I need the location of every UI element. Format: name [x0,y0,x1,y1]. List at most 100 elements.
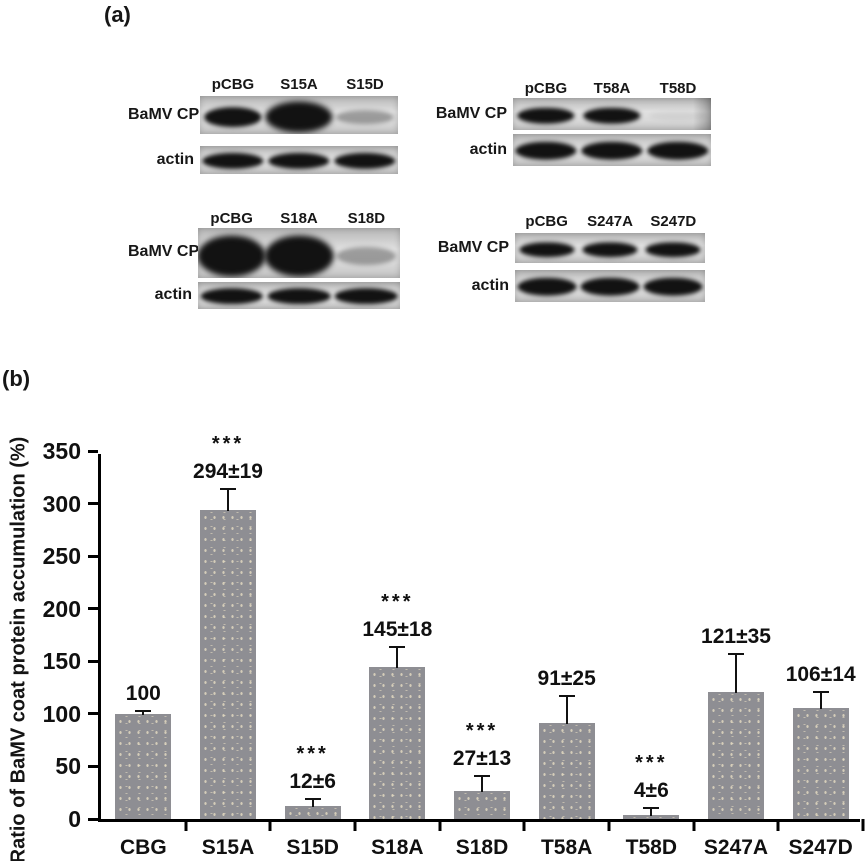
x-category-s15a: S15A [201,836,255,859]
y-axis-tick [88,449,98,453]
blot-band-s247a [580,277,640,296]
y-tick-label: 50 [55,753,81,780]
lane-label-t58d: T58D [659,80,697,97]
bar-cbg [115,713,172,819]
blot-strip-actin [200,146,398,174]
significance-t58d: *** [635,751,668,774]
blot-strip-bamv-cp [198,228,400,278]
error-cap-t58d [643,806,660,809]
error-bar-cbg [142,711,145,715]
value-label-s247d: 106±14 [785,662,856,686]
y-axis-tick [88,502,98,506]
blot-band-s18a [264,235,334,276]
blot-strip-bamv-cp [513,98,711,130]
lane-label-pcbg: pCBG [525,213,568,230]
error-bar-s15a [227,489,229,511]
value-label-t58a: 91±25 [537,667,596,691]
error-cap-s247d [812,690,829,693]
x-axis-tick [692,819,696,831]
y-tick-label: 200 [42,595,81,622]
x-category-s18a: S18A [371,836,424,859]
lane-labels: pCBG T58A T58D [513,80,711,98]
error-cap-s15d [304,798,321,801]
error-cap-s18a [389,645,406,648]
lane-label-s247a: S247A [587,213,633,230]
x-category-s18d: S18D [455,836,509,859]
x-axis-tick [607,819,611,831]
x-category-s15d: S15D [286,836,339,859]
bamv-cp-label: BaMV CP [128,243,200,260]
actin-label: actin [154,286,192,303]
blot-band-s18d [337,246,396,265]
y-tick-label: 150 [42,648,81,675]
blot-strip-bamv-cp [200,96,398,134]
x-axis-tick [522,819,526,831]
x-category-t58d: T58D [625,836,678,859]
x-category-s247a: S247A [703,836,769,859]
value-label-s15d: 12±6 [289,770,336,794]
lane-label-pcbg: pCBG [524,80,568,97]
blot-band-s18d [335,288,398,304]
blot-group-s18: pCBG S18A S18D BaMV CP actin [128,204,402,314]
y-axis-tick [88,712,98,716]
y-axis-tick [88,817,98,821]
blot-group-t58: pCBG T58A T58D BaMV CP actin [430,72,712,172]
x-category-cbg: CBG [119,836,167,859]
blot-group-s247: pCBG S247A S247D BaMV CP actin [432,206,706,306]
error-bar-t58d [650,808,653,816]
bar-s18d [454,790,510,819]
significance-s15d: *** [296,743,329,766]
y-axis-tick [88,659,98,663]
blot-group-s15: pCBG S15A S15D BaMV CP actin [128,70,400,180]
error-cap-s18d [474,774,490,777]
blot-band-s247d [645,241,701,258]
value-label-t58d: 4±6 [633,778,669,802]
lane-label-pcbg: pCBG [211,76,255,93]
bar-s15d [284,806,341,819]
significance-s18a: *** [381,590,414,613]
lane-label-s15d: S15D [346,76,384,93]
x-axis-tick [438,819,442,831]
actin-label: actin [469,141,507,158]
x-axis-tick [776,819,780,831]
lane-labels: pCBG S247A S247D [515,213,705,231]
blot-band-pcbg [204,107,262,127]
blot-band-t58a [581,141,643,160]
blot-band-pcbg [517,277,577,296]
bamv-cp-label: BaMV CP [128,106,200,123]
bar-t58a [538,723,595,819]
blot-band-s15d [336,110,394,124]
significance-s18d: *** [465,719,499,742]
lane-label-t58a: T58A [593,80,631,97]
y-tick-label: 350 [42,438,81,464]
error-bar-s247a [735,654,737,693]
blot-band-pcbg [200,288,263,304]
lane-label-s15a: S15A [280,76,318,93]
y-axis-tick [88,554,98,558]
blot-band-pcbg [202,152,264,169]
blot-band-pcbg [519,241,575,258]
y-axis-tick [88,607,98,611]
bar-t58d [623,814,680,819]
y-tick-label: 100 [42,700,81,727]
blot-strip-actin [198,282,400,309]
error-bar-s18d [481,776,483,792]
x-axis-tick [184,819,188,831]
bar-s247d [792,707,849,819]
value-label-s18a: 145±18 [362,617,433,641]
blot-strip-bamv-cp [515,233,705,263]
blot-band-s247d [643,277,703,296]
blot-band-s15d [334,152,396,169]
error-cap-cbg [135,709,152,712]
x-category-t58a: T58A [540,836,593,859]
value-label-s247a: 121±35 [701,624,771,648]
error-bar-s247d [819,692,822,709]
error-cap-s247a [728,652,744,655]
value-label-cbg: 100 [125,681,161,705]
bar-s18a [369,666,426,819]
blot-band-pcbg [198,235,266,276]
lane-labels: pCBG S18A S18D [198,210,400,228]
error-bar-t58a [565,697,568,725]
panel-a-label: (a) [104,2,131,27]
